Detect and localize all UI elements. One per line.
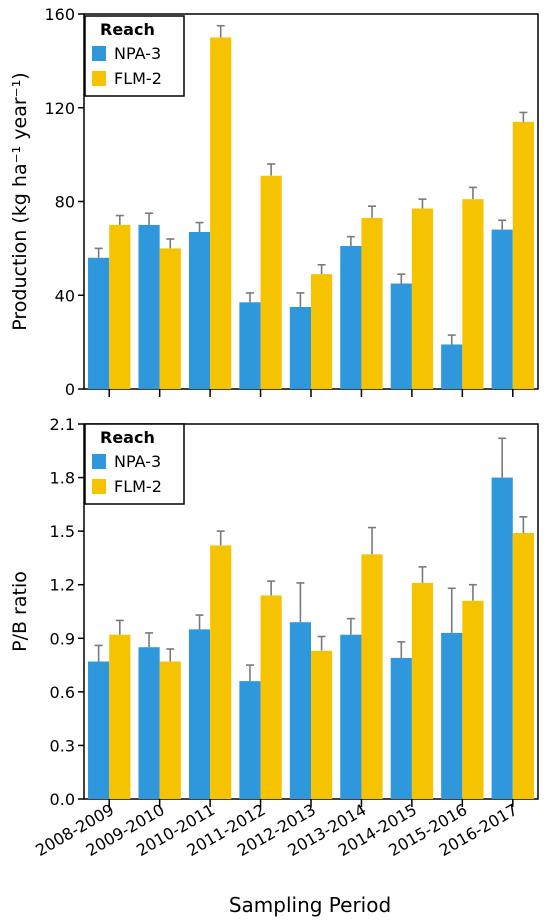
legend-title: Reach [100, 20, 155, 39]
bar-npa-3 [138, 647, 160, 799]
y-tick-label: 40 [55, 286, 75, 305]
production-panel: 0 40 80 120 160 Production (kg ha⁻¹ year⁻¹) Re… [9, 5, 539, 399]
legend: Reach NPA-3 FLM-2 [84, 423, 185, 505]
bar-npa-3 [239, 681, 261, 799]
bar-flm-2 [311, 274, 333, 389]
bar-npa-3 [289, 622, 311, 799]
y-tick-label: 120 [44, 99, 75, 118]
bar-flm-2 [361, 554, 383, 799]
legend-label: FLM-2 [114, 69, 162, 88]
legend-swatch [92, 479, 106, 494]
legend-swatch [92, 454, 106, 469]
pb-ratio-panel: 0.00.30.60.91.21.51.82.1P/B ratio2008-20… [9, 415, 539, 860]
y-tick-label: 160 [44, 5, 75, 24]
bar-npa-3 [88, 661, 110, 799]
y-tick-label: 2.1 [50, 415, 75, 434]
bar-npa-3 [239, 302, 261, 389]
bar-flm-2 [462, 199, 484, 389]
bar-flm-2 [411, 582, 434, 799]
legend-label: NPA-3 [114, 44, 161, 63]
y-tick-label: 1.5 [50, 522, 75, 541]
bar-npa-3 [491, 477, 513, 799]
bar-flm-2 [311, 650, 333, 799]
y-tick-label: 0.6 [50, 683, 75, 702]
bar-npa-3 [138, 224, 160, 389]
y-tick-label: 1.2 [50, 576, 75, 595]
legend-label: FLM-2 [114, 477, 162, 496]
y-tick-label: 1.8 [50, 469, 75, 488]
legend-title: Reach [100, 428, 155, 447]
y-axis-label: P/B ratio [9, 571, 31, 652]
y-tick-label: 0.3 [50, 736, 75, 755]
bar-flm-2 [361, 217, 383, 389]
bar-flm-2 [260, 595, 282, 799]
bar-flm-2 [210, 545, 232, 799]
bar-flm-2 [159, 248, 181, 389]
bar-flm-2 [512, 121, 534, 389]
bar-flm-2 [109, 634, 131, 799]
bar-flm-2 [411, 208, 434, 389]
bar-npa-3 [441, 632, 463, 799]
bar-npa-3 [289, 306, 311, 389]
y-axis-label: Production (kg ha⁻¹ year⁻¹) [9, 72, 31, 330]
legend-swatch [92, 46, 106, 61]
bar-flm-2 [210, 37, 232, 389]
bar-flm-2 [109, 224, 131, 389]
bar-npa-3 [390, 657, 412, 799]
bar-npa-3 [340, 634, 362, 799]
bar-npa-3 [188, 629, 211, 799]
bar-flm-2 [159, 661, 181, 799]
y-tick-label: 0 [65, 380, 75, 399]
bar-npa-3 [390, 283, 412, 389]
y-tick-label: 80 [55, 193, 75, 212]
legend: Reach NPA-3 FLM-2 [84, 15, 185, 97]
y-tick-label: 0.9 [50, 629, 75, 648]
bar-npa-3 [88, 257, 110, 389]
bar-npa-3 [340, 246, 362, 389]
x-axis-label: Sampling Period [229, 893, 391, 917]
bar-npa-3 [491, 229, 513, 389]
bar-npa-3 [188, 231, 211, 389]
bar-npa-3 [441, 344, 463, 389]
bar-flm-2 [260, 175, 282, 389]
legend-label: NPA-3 [114, 452, 161, 471]
bar-flm-2 [462, 600, 484, 799]
y-tick-label: 0.0 [50, 790, 75, 809]
bar-flm-2 [512, 532, 534, 799]
legend-swatch [92, 71, 106, 86]
